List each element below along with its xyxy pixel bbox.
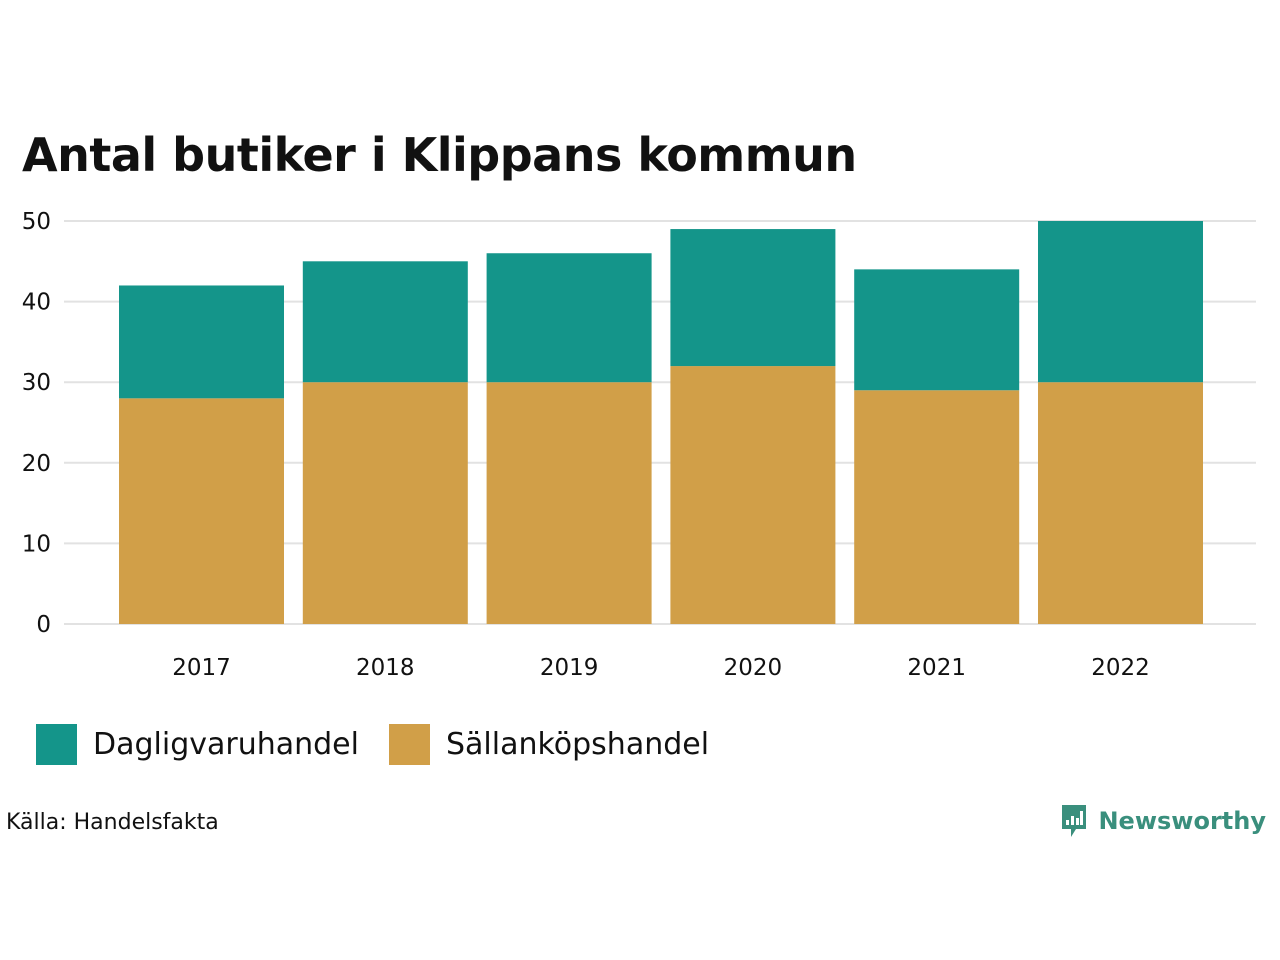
legend-item-dagligvaruhandel: Dagligvaruhandel: [36, 724, 359, 765]
bar-sallankopshandel-2022: [1038, 382, 1203, 624]
bar-dagligvaruhandel-2021: [854, 269, 1020, 391]
legend: Dagligvaruhandel Sällanköpshandel: [36, 724, 739, 765]
x-tick-label: 2021: [907, 655, 966, 681]
chart-title: Antal butiker i Klippans kommun: [22, 128, 857, 182]
legend-label-sallankopshandel: Sällanköpshandel: [445, 727, 710, 762]
legend-swatch-sallankopshandel: [388, 724, 430, 765]
y-tick-label: 50: [22, 209, 51, 235]
y-tick-label: 40: [22, 290, 51, 316]
bar-dagligvaruhandel-2018: [302, 261, 468, 383]
brand-name: Newsworthy: [1098, 807, 1266, 835]
y-tick-label: 20: [22, 451, 51, 477]
bar-sallankopshandel-2019: [486, 382, 652, 624]
y-axis-ticks: 0 10 20 30 40 50: [22, 209, 51, 638]
y-tick-label: 0: [36, 612, 51, 638]
x-tick-label: 2019: [540, 655, 599, 681]
y-tick-label: 10: [22, 531, 51, 557]
bar-chart-bubble-icon: [1062, 805, 1087, 837]
y-tick-label: 30: [22, 370, 51, 396]
x-axis-ticks: 2017 2018 2019 2020 2021 2022: [172, 655, 1150, 681]
legend-swatch-dagligvaruhandel: [36, 724, 77, 765]
bar-dagligvaruhandel-2017: [119, 285, 284, 399]
x-tick-label: 2018: [356, 655, 415, 681]
bar-sallankopshandel-2020: [670, 366, 836, 624]
bar-sallankopshandel-2021: [854, 390, 1020, 624]
x-tick-label: 2017: [172, 655, 231, 681]
stacked-bar-chart: 0 10 20 30 40 50 2017 2018 2019 2020 2021 2022: [22, 209, 1256, 681]
legend-item-sallankopshandel: Sällanköpshandel: [388, 724, 710, 765]
bars: [119, 221, 1203, 624]
bar-dagligvaruhandel-2022: [1038, 221, 1203, 383]
legend-label-dagligvaruhandel: Dagligvaruhandel: [93, 727, 359, 762]
brand-logo: Newsworthy: [1060, 802, 1266, 840]
bar-dagligvaruhandel-2019: [486, 253, 652, 383]
bar-dagligvaruhandel-2020: [670, 229, 836, 367]
x-tick-label: 2022: [1091, 655, 1150, 681]
bar-sallankopshandel-2017: [119, 398, 284, 624]
bar-sallankopshandel-2018: [302, 382, 468, 624]
source-note: Källa: Handelsfakta: [6, 810, 219, 835]
x-tick-label: 2020: [724, 655, 783, 681]
